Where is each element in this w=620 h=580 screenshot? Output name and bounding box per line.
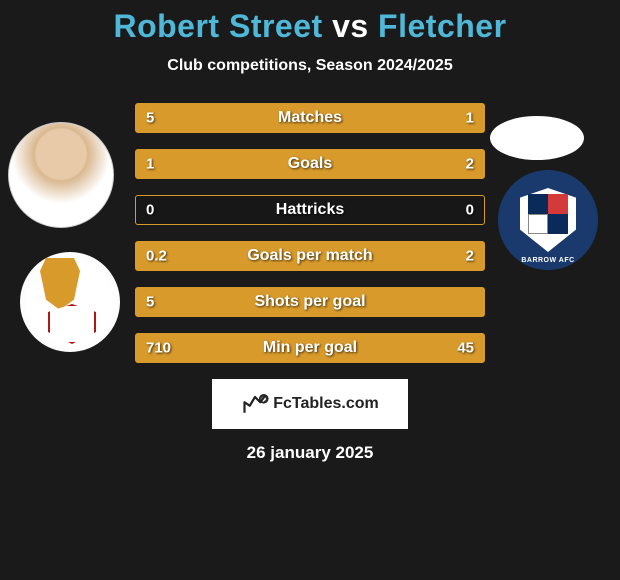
stat-row: 710 45 Min per goal [135, 333, 485, 363]
stat-value-left: 710 [146, 340, 171, 357]
stat-value-left: 1 [146, 156, 154, 173]
stat-bar-right [425, 104, 484, 132]
player1-avatar [8, 122, 114, 228]
stat-label: Min per goal [263, 339, 357, 357]
stat-value-right: 2 [466, 248, 474, 265]
stat-value-right: 1 [466, 110, 474, 127]
stat-row: 5 Shots per goal [135, 287, 485, 317]
stat-value-left: 0 [146, 202, 154, 219]
subtitle: Club competitions, Season 2024/2025 [0, 57, 620, 75]
title-player1: Robert Street [113, 8, 322, 44]
stat-row: 0.2 2 Goals per match [135, 241, 485, 271]
comparison-card: Robert Street vs Fletcher Club competiti… [0, 0, 620, 580]
stat-value-left: 0.2 [146, 248, 167, 265]
stat-label: Goals [288, 155, 332, 173]
stat-value-left: 5 [146, 110, 154, 127]
stat-value-left: 5 [146, 294, 154, 311]
stat-label: Goals per match [247, 247, 372, 265]
stats-chart: 5 1 Matches 1 2 Goals 0 0 Hattricks 0.2 2 Goals per… [135, 103, 485, 363]
page-title: Robert Street vs Fletcher [0, 8, 620, 45]
stat-row: 0 0 Hattricks [135, 195, 485, 225]
player1-club-crest [20, 252, 120, 352]
player2-crest-shield [528, 194, 568, 234]
stat-label: Shots per goal [254, 293, 365, 311]
fctables-logo-icon [241, 390, 269, 418]
stat-label: Hattricks [276, 201, 344, 219]
stat-value-right: 45 [457, 340, 474, 357]
brand-box: FcTables.com [212, 379, 408, 429]
date-text: 26 january 2025 [0, 443, 620, 463]
stat-row: 5 1 Matches [135, 103, 485, 133]
player2-avatar [490, 116, 584, 160]
title-player2: Fletcher [378, 8, 506, 44]
brand-text: FcTables.com [273, 395, 379, 413]
stat-row: 1 2 Goals [135, 149, 485, 179]
stat-bar-right [251, 150, 484, 178]
stat-value-right: 0 [466, 202, 474, 219]
stat-value-right: 2 [466, 156, 474, 173]
stat-label: Matches [278, 109, 342, 127]
title-vs: vs [332, 8, 369, 44]
